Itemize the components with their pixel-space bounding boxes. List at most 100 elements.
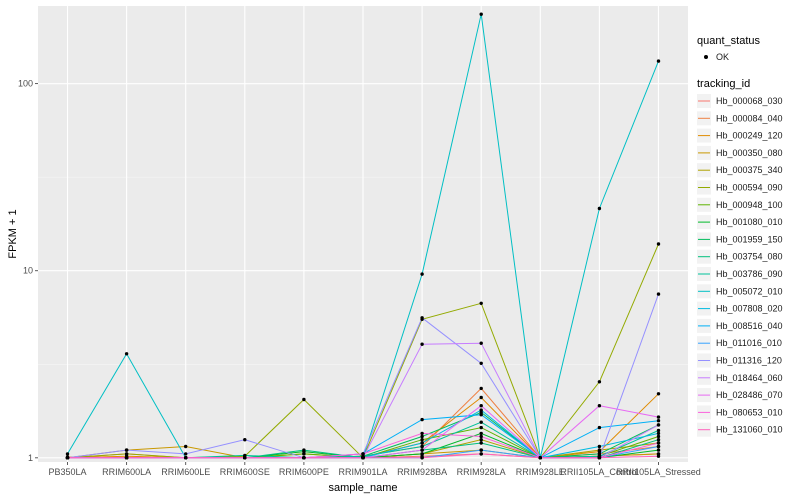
data-point (656, 434, 661, 439)
legend-label: Hb_007808_020 (716, 304, 783, 314)
data-point (479, 420, 483, 424)
data-point (420, 431, 424, 436)
data-point (124, 448, 129, 452)
data-point (656, 444, 661, 449)
data-point (479, 452, 483, 456)
legend-quant-label: OK (716, 52, 729, 62)
data-point (597, 404, 602, 408)
data-point (656, 441, 661, 445)
legend-label: Hb_001959_150 (716, 234, 783, 244)
y-tick-label: 10 (23, 266, 33, 276)
data-point (479, 341, 483, 345)
legend-label: Hb_000594_090 (716, 183, 783, 193)
series-points (65, 12, 661, 460)
y-axis-title: FPKM + 1 (7, 209, 19, 258)
x-tick-label: RRIM600LE (161, 467, 210, 477)
data-point (420, 342, 424, 346)
x-tick-label: PB350LA (49, 467, 87, 477)
data-point (420, 441, 424, 445)
data-point (479, 438, 483, 442)
y-tick-label: 100 (18, 79, 33, 89)
data-point (479, 441, 483, 445)
data-point (597, 444, 602, 449)
legend-label: Hb_000350_080 (716, 148, 783, 158)
x-tick-label: RRIM600PE (279, 467, 329, 477)
data-point (656, 242, 661, 246)
data-point (597, 206, 602, 211)
x-tick-label: RRIM901LA (338, 467, 387, 477)
data-point (124, 452, 129, 456)
data-point (479, 448, 483, 452)
data-point (361, 456, 365, 460)
data-point (597, 456, 602, 460)
x-axis: PB350LA RRIM600LA RRIM600LE RRIM600SE RRIM60… (49, 462, 701, 477)
legend-label: Hb_011016_010 (716, 338, 782, 348)
data-point (479, 413, 483, 417)
legend-label: Hb_005072_010 (716, 286, 783, 296)
legend-label: Hb_011316_120 (716, 356, 782, 366)
legend-label: Hb_000084_040 (716, 113, 783, 123)
legend-label: Hb_000375_340 (716, 165, 783, 175)
data-point (479, 395, 483, 400)
data-point (243, 438, 247, 442)
data-point (656, 415, 661, 419)
data-point (302, 448, 306, 452)
legend-label: Hb_003754_080 (716, 252, 783, 262)
data-point (479, 425, 483, 430)
y-axis: 1 10 100 (18, 79, 38, 463)
x-tick-label: RRIM600SE (220, 467, 270, 477)
data-point (65, 452, 70, 456)
legend-tracking-id: tracking_id Hb_000068_030 Hb_000084_040 Hb… (697, 78, 783, 437)
data-point (479, 431, 483, 436)
legend-label: Hb_003786_090 (716, 269, 783, 279)
data-point (184, 456, 188, 460)
y-tick-label: 1 (28, 453, 33, 463)
legend-tracking-title: tracking_id (697, 78, 750, 90)
legend-quant-status: quant_status OK (697, 35, 760, 62)
data-point (184, 444, 188, 449)
x-tick-label: RRIM600LA (102, 467, 151, 477)
data-point (597, 448, 602, 452)
data-point (420, 448, 424, 452)
data-point (65, 456, 70, 460)
data-point (656, 292, 661, 296)
x-tick-label: RRII105LA_Stressed (616, 467, 701, 477)
data-point (479, 404, 483, 408)
legend-label: Hb_131060_010 (716, 425, 783, 435)
data-point (124, 352, 129, 356)
data-point (420, 456, 424, 460)
data-point (656, 431, 661, 436)
data-point (420, 434, 424, 439)
data-point (479, 361, 483, 365)
data-point (361, 452, 365, 456)
legend-label: Hb_008516_040 (716, 321, 783, 331)
data-point (420, 452, 424, 456)
data-point (479, 12, 483, 16)
legend-quant-point (704, 55, 708, 59)
data-point (420, 272, 424, 276)
data-point (479, 434, 483, 439)
data-point (597, 425, 602, 430)
data-point (243, 456, 247, 460)
data-point (656, 448, 661, 452)
legend-label: Hb_000068_030 (716, 96, 783, 106)
data-point (184, 452, 188, 456)
data-point (538, 456, 542, 460)
x-tick-label: RRIM928LE (516, 467, 565, 477)
data-point (656, 423, 661, 427)
data-point (656, 392, 661, 396)
data-point (420, 444, 424, 449)
x-axis-title: sample_name (328, 482, 397, 494)
data-point (656, 419, 661, 423)
legend-quant-title: quant_status (697, 35, 760, 47)
data-point (597, 380, 602, 384)
x-tick-label: RRII105LA_Control (560, 467, 638, 477)
data-point (656, 428, 661, 433)
data-point (479, 408, 483, 412)
data-point (656, 59, 661, 63)
legend-label: Hb_000249_120 (716, 131, 783, 141)
data-point (656, 438, 661, 442)
legend-label: Hb_000948_100 (716, 200, 783, 210)
legend-label: Hb_028486_070 (716, 390, 783, 400)
